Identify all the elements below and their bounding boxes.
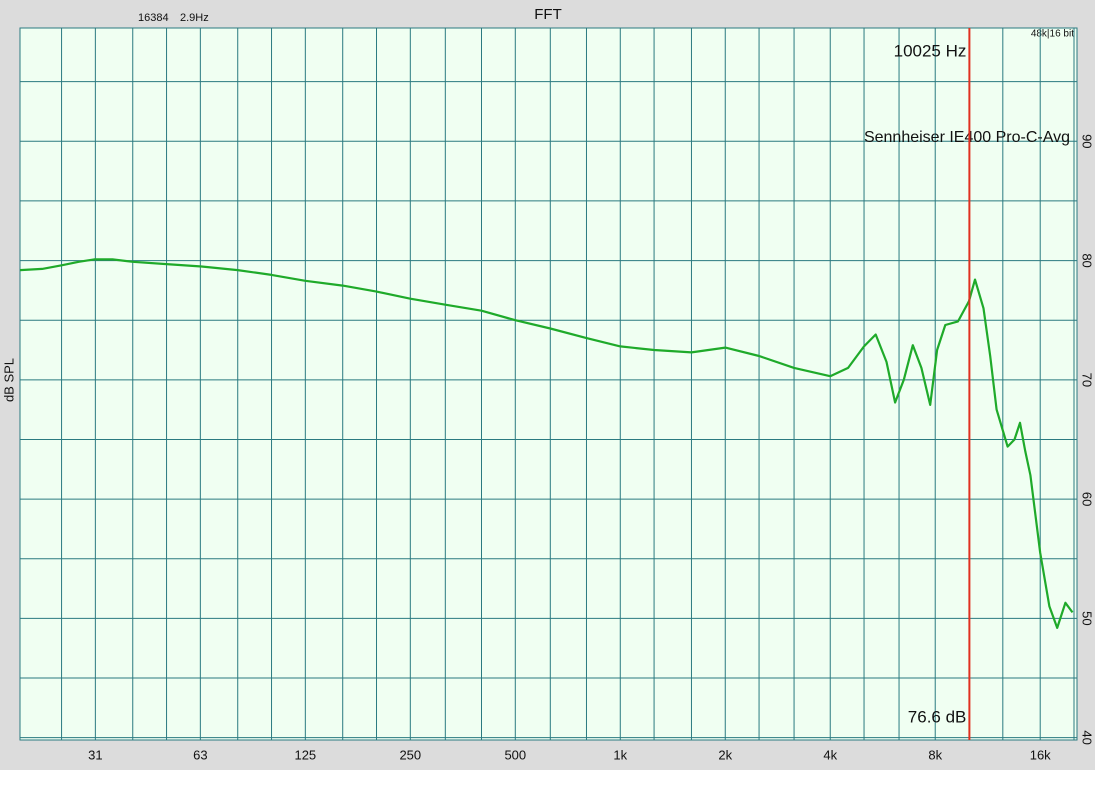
x-tick-label: 16k (1030, 747, 1051, 762)
x-tick-label: 250 (399, 747, 421, 762)
y-tick-label: 70 (1080, 373, 1095, 387)
cursor-value: 76.6 dB (908, 707, 967, 726)
chart-title: FFT (534, 6, 562, 23)
x-tick-label: 2k (718, 747, 732, 762)
y-tick-label: 50 (1080, 611, 1095, 625)
x-tick-label: 125 (294, 747, 316, 762)
legend-label: Sennheiser IE400 Pro-C-Avg (864, 129, 1070, 146)
x-tick-label: 31 (88, 747, 102, 762)
plot-area (19, 27, 1078, 741)
y-tick-label: 60 (1080, 492, 1095, 506)
x-tick-label: 1k (613, 747, 627, 762)
format-info: 48k|16 bit (1031, 29, 1074, 40)
x-tick-label: 4k (823, 747, 837, 762)
fft-size: 16384 (138, 12, 169, 24)
y-axis-label: dB SPL (1, 358, 16, 402)
y-tick-label: 90 (1080, 134, 1095, 148)
cursor-frequency: 10025 Hz (894, 41, 967, 60)
x-tick-label: 63 (193, 747, 207, 762)
x-tick-label: 8k (928, 747, 942, 762)
x-tick-label: 500 (504, 747, 526, 762)
y-tick-label: 80 (1080, 253, 1095, 267)
y-tick-label: 40 (1080, 730, 1095, 744)
series-line (19, 258, 1074, 629)
resolution: 2.9Hz (180, 12, 209, 24)
